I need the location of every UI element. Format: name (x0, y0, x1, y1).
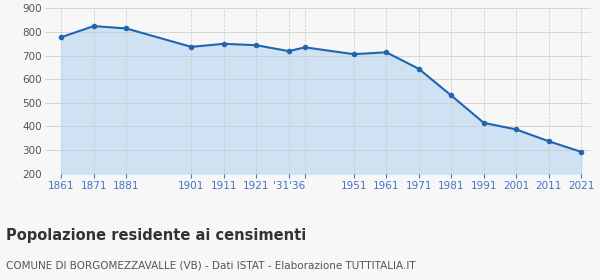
Point (446, 93, 456, 98)
Point (251, 43, 261, 47)
Point (414, 67, 424, 71)
Point (56, 35, 66, 39)
Text: COMUNE DI BORGOMEZZAVALLE (VB) - Dati ISTAT - Elaborazione TUTTITALIA.IT: COMUNE DI BORGOMEZZAVALLE (VB) - Dati IS… (6, 260, 416, 270)
Point (511, 127, 521, 132)
Point (284, 49, 293, 53)
Point (349, 52, 359, 57)
Point (544, 139, 554, 144)
Point (479, 121, 488, 125)
Point (382, 50, 391, 55)
Point (577, 150, 586, 154)
Point (300, 45, 310, 50)
Point (219, 41, 229, 46)
Point (121, 26, 131, 31)
Text: Popolazione residente ai censimenti: Popolazione residente ai censimenti (6, 228, 306, 243)
Point (187, 45, 196, 49)
Point (89, 24, 98, 28)
